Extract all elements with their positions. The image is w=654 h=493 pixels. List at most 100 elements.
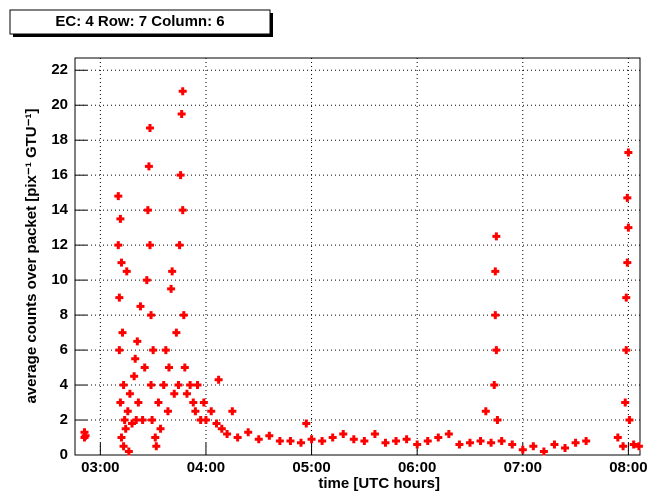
data-point [167,284,176,293]
data-point [176,171,185,180]
data-point [550,440,559,449]
data-point [149,346,158,355]
data-point [152,442,161,451]
data-point [121,424,130,433]
data-point [116,214,125,223]
data-point [518,445,527,454]
data-point [302,419,311,428]
data-point [328,433,337,442]
y-tick-label: 22 [51,61,68,78]
y-tick-label: 12 [51,236,68,253]
data-point [114,192,123,201]
x-tick-label: 04:00 [187,459,225,476]
data-point [164,363,173,372]
data-point [170,389,179,398]
data-point [207,407,216,416]
data-point [455,440,464,449]
data-point [297,438,305,447]
data-point [140,363,149,372]
data-point [163,407,172,416]
data-point [613,433,622,442]
data-point [159,381,168,390]
data-point [81,431,90,440]
data-point [151,433,160,442]
data-point [481,407,490,416]
data-point [128,419,137,428]
data-point [178,87,187,96]
data-point [622,346,631,355]
data-point [381,438,390,447]
data-point [191,407,200,416]
data-point [125,389,134,398]
data-point [179,311,188,320]
data-point [491,311,500,320]
data-point [186,381,195,390]
data-point [254,435,263,444]
data-point [529,442,538,451]
data-point [339,430,348,439]
data-point [145,241,154,250]
data-point [116,398,125,407]
x-axis-label: time [UTC hours] [318,475,440,492]
data-point [118,328,127,337]
data-point [622,293,631,302]
data-point [307,435,316,444]
data-point [133,337,142,346]
data-point [625,416,634,425]
x-tick-label: 07:00 [504,459,542,476]
data-point [487,438,496,447]
data-point [172,328,181,337]
y-tick-label: 20 [51,96,68,113]
data-point [174,381,183,390]
chart-title: EC: 4 Row: 7 Column: 6 [55,13,224,30]
data-point [476,437,485,446]
data-point [217,424,226,433]
y-tick-label: 18 [51,131,68,148]
data-point [619,442,628,451]
data-point [180,363,189,372]
data-point [402,435,411,444]
data-point [117,258,126,267]
data-point [147,381,156,390]
y-tick-label: 4 [60,376,69,393]
data-point [286,437,295,446]
data-point [193,381,202,390]
data-point [223,430,232,439]
data-point [138,416,147,425]
data-point [624,148,633,157]
data-point [624,223,633,232]
data-point [349,435,358,444]
data-point [228,407,237,416]
data-point [168,267,177,276]
data-point [623,193,632,202]
data-point [177,109,186,118]
data-point [370,430,379,439]
y-tick-label: 16 [51,166,68,183]
data-point [120,416,129,425]
y-tick-label: 0 [60,446,68,463]
data-point [122,267,131,276]
data-point [492,232,501,241]
data-point [144,162,153,171]
data-point [214,375,223,384]
x-tick-label: 05:00 [292,459,330,476]
data-point [497,437,506,446]
data-point [124,447,133,456]
data-point [115,293,124,302]
data-point [634,442,643,451]
data-point [212,419,221,428]
data-point [182,389,191,398]
y-tick-label: 8 [60,306,68,323]
y-tick-label: 2 [60,411,68,428]
data-point [143,206,152,215]
data-point [508,440,517,449]
y-axis-label: average counts over packet [pix⁻¹ GTU⁻¹] [23,108,40,403]
data-point [123,407,132,416]
data-point [492,346,501,355]
y-tick-label: 10 [51,271,68,288]
data-point [117,433,126,442]
data-point [490,381,499,390]
data-point [423,437,432,446]
data-point [178,206,187,215]
